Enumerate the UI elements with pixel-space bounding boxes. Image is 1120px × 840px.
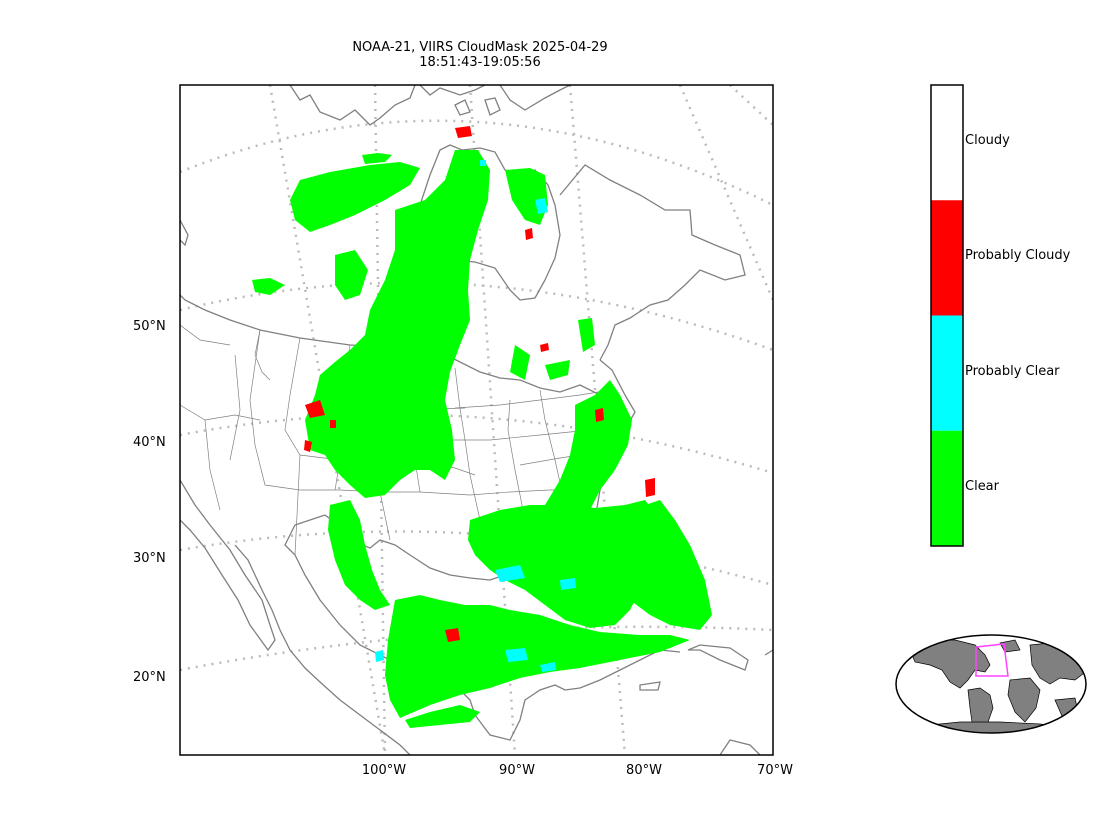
lat-label-40n: 40°N (133, 435, 166, 450)
map-subtitle-time-range: 18:51:43-19:05:56 (419, 55, 541, 70)
colorbar-segment-probably-cloudy (931, 200, 963, 316)
colorbar-label-clear: Clear (965, 479, 999, 494)
clear-regions (252, 150, 712, 728)
colorbar-label-probably-clear: Probably Clear (965, 364, 1060, 379)
map-title: NOAA-21, VIIRS CloudMask 2025-04-29 (352, 40, 608, 55)
colorbar-label-probably-cloudy: Probably Cloudy (965, 248, 1071, 263)
colorbar-segment-probably-clear (931, 315, 963, 431)
colorbar-frame (930, 84, 964, 547)
probably-cloudy-regions (304, 126, 655, 642)
map-frame (179, 84, 774, 756)
colorbar-segment-cloudy (931, 85, 963, 201)
probably-clear-regions (375, 160, 576, 672)
colorbar (930, 84, 964, 547)
colorbar-segment-clear (931, 430, 963, 546)
map-panel[interactable] (180, 85, 773, 755)
inset-region-box (975, 643, 1009, 677)
lon-label-80w: 80°W (626, 763, 662, 778)
lat-label-20n: 20°N (133, 670, 166, 685)
lat-label-30n: 30°N (133, 551, 166, 566)
lon-label-90w: 90°W (499, 763, 535, 778)
lon-label-100w: 100°W (361, 763, 407, 778)
lat-label-50n: 50°N (133, 319, 166, 334)
inset-globe (895, 634, 1087, 734)
colorbar-label-cloudy: Cloudy (965, 133, 1010, 148)
lon-label-70w: 70°W (757, 763, 793, 778)
